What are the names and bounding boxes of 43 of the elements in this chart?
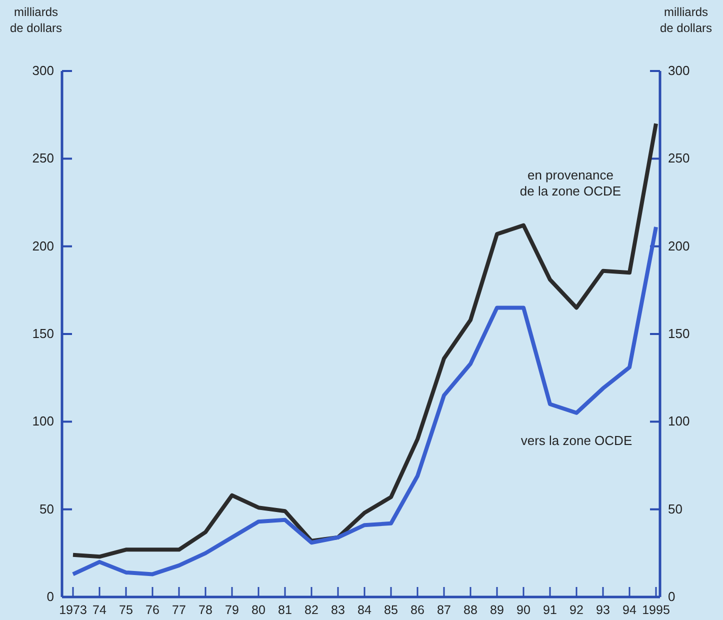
y-tick-label: 50 <box>40 501 54 516</box>
y2-tick-label: 250 <box>668 150 690 166</box>
y-axis-title: milliards de dollars <box>10 5 62 35</box>
y2-tick-label: 50 <box>668 501 682 516</box>
x-tick-label: 76 <box>146 603 160 617</box>
x-tick-label: 80 <box>252 603 266 617</box>
x-tick-label: 85 <box>384 603 398 617</box>
x-tick-label: 1995 <box>642 603 670 617</box>
x-tick-label: 86 <box>410 603 424 617</box>
x-tick-label: 77 <box>172 603 186 617</box>
x-tick-label: 81 <box>278 603 292 617</box>
x-tick-label: 79 <box>225 603 239 617</box>
x-tick-label: 94 <box>622 603 636 617</box>
y2-tick-label: 300 <box>668 63 690 78</box>
y-tick-label: 250 <box>32 150 54 166</box>
x-tick-label: 82 <box>304 603 318 617</box>
y-tick-label: 100 <box>32 414 54 429</box>
x-tick-label: 75 <box>119 603 133 617</box>
y-tick-label: 0 <box>46 589 54 604</box>
x-tick-label: 92 <box>570 603 584 617</box>
y2-tick-label: 0 <box>668 589 676 604</box>
line-series <box>71 225 658 576</box>
y2-tick-label: 150 <box>668 326 690 341</box>
y-tick-label: 300 <box>32 63 54 78</box>
line-series <box>71 122 658 559</box>
x-tick-label: 91 <box>543 603 557 617</box>
x-tick-label: 74 <box>92 603 106 617</box>
y-tick-label: 150 <box>32 326 54 341</box>
x-tick-label: 83 <box>331 603 345 617</box>
x-tick-label: 90 <box>516 603 530 617</box>
text: vers la zone OCDE <box>520 432 632 448</box>
series-label: en provenance de la zone OCDE <box>520 168 622 199</box>
x-tick-label: 89 <box>490 603 504 617</box>
x-tick-label: 1973 <box>59 603 87 617</box>
y2-axis-title: milliards de dollars <box>660 5 712 35</box>
x-tick-label: 93 <box>596 603 610 617</box>
x-tick-label: 88 <box>464 603 478 617</box>
x-tick-label: 78 <box>198 603 212 617</box>
x-tick-label: 84 <box>358 603 372 617</box>
y2-tick-label: 100 <box>668 414 690 429</box>
y2-tick-label: 200 <box>668 238 690 254</box>
y-tick-label: 200 <box>32 238 54 254</box>
x-tick-label: 87 <box>437 603 451 617</box>
